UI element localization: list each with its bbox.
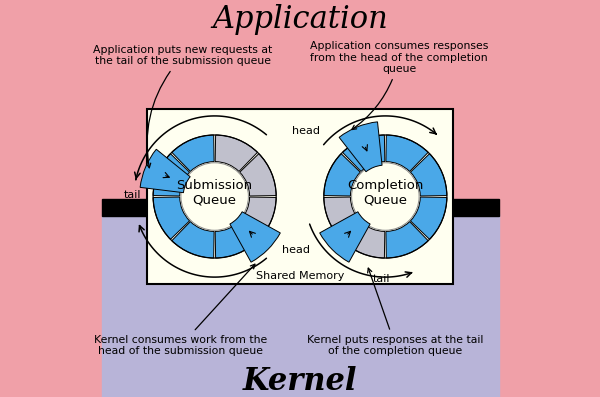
Text: head: head [292,126,320,136]
Text: Kernel: Kernel [243,366,357,397]
Wedge shape [240,197,276,239]
Wedge shape [240,154,276,196]
Bar [101,198,499,216]
Text: Application puts new requests at
the tail of the submission queue: Application puts new requests at the tai… [93,45,272,168]
Wedge shape [172,222,214,258]
Text: Completion
Queue: Completion Queue [347,179,424,206]
Wedge shape [172,135,214,172]
Bar [101,214,499,397]
Wedge shape [324,197,360,239]
Wedge shape [386,135,428,172]
Wedge shape [153,154,190,196]
Text: head: head [282,245,310,255]
Circle shape [352,163,419,230]
Wedge shape [140,149,190,193]
Wedge shape [343,222,385,258]
Wedge shape [215,222,257,258]
Text: Shared Memory: Shared Memory [256,271,344,281]
Wedge shape [324,154,360,196]
Wedge shape [153,197,190,239]
Wedge shape [410,197,447,239]
Text: Kernel puts responses at the tail
of the completion queue: Kernel puts responses at the tail of the… [307,268,484,356]
Circle shape [181,163,248,230]
Wedge shape [320,212,370,262]
Wedge shape [386,222,428,258]
Text: Application: Application [212,4,388,35]
Text: tail: tail [373,274,390,284]
Bar [147,109,453,284]
Wedge shape [230,212,280,262]
Wedge shape [410,154,447,196]
Wedge shape [339,122,382,172]
Wedge shape [343,135,385,172]
Wedge shape [215,135,257,172]
Text: Submission
Queue: Submission Queue [176,179,253,206]
Text: Kernel consumes work from the
head of the submission queue: Kernel consumes work from the head of th… [94,264,268,356]
Text: tail: tail [124,189,141,200]
Text: Application consumes responses
from the head of the completion
queue: Application consumes responses from the … [310,41,488,129]
